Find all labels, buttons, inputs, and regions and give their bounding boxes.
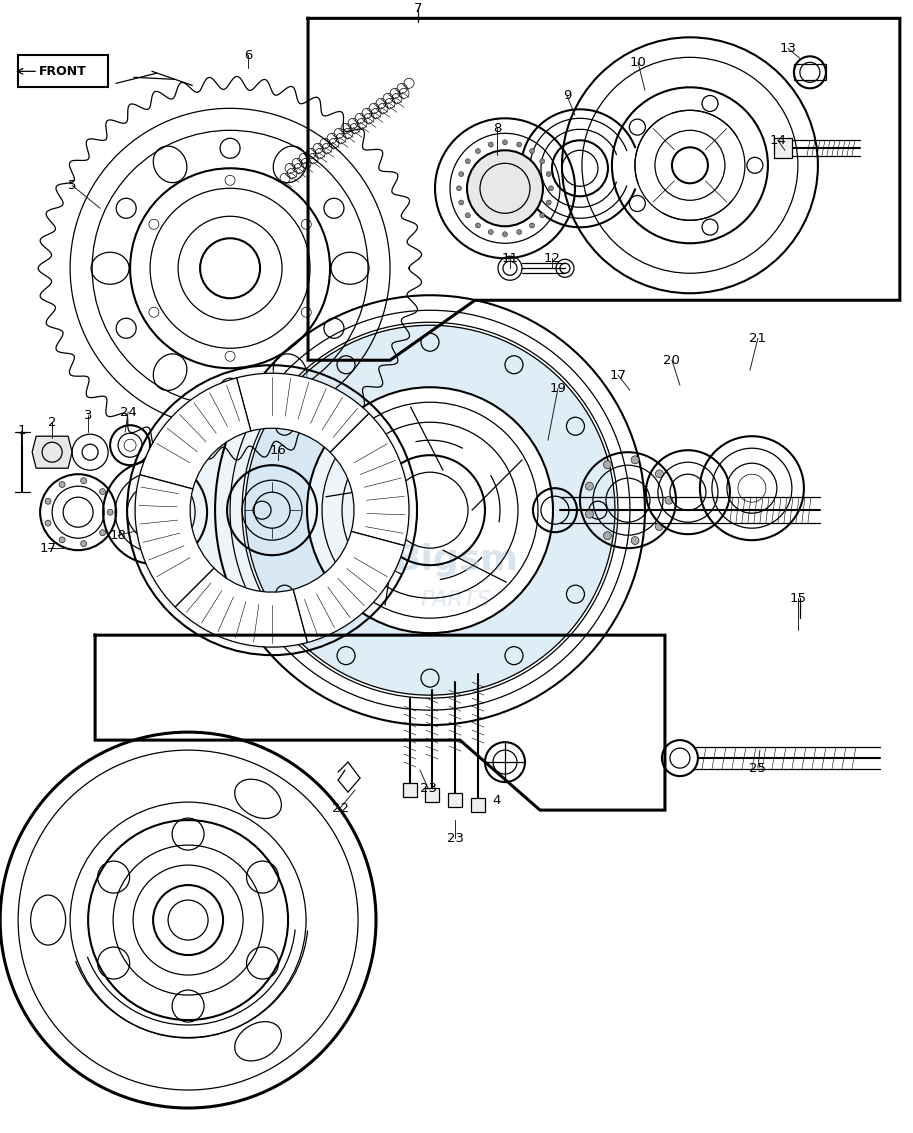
Circle shape <box>656 522 664 530</box>
Text: 23: 23 <box>419 782 436 794</box>
Bar <box>471 798 485 812</box>
Circle shape <box>59 537 65 543</box>
Circle shape <box>517 142 521 147</box>
Circle shape <box>585 483 593 491</box>
Circle shape <box>458 201 464 205</box>
Circle shape <box>603 461 612 469</box>
Bar <box>448 793 462 807</box>
Wedge shape <box>236 373 369 452</box>
Bar <box>425 789 439 802</box>
Circle shape <box>546 201 551 205</box>
Text: 20: 20 <box>664 353 680 367</box>
Circle shape <box>467 151 543 227</box>
Text: 7: 7 <box>414 2 422 15</box>
Text: 13: 13 <box>780 42 796 54</box>
Circle shape <box>530 148 534 154</box>
Circle shape <box>45 520 51 526</box>
Bar <box>774 138 792 159</box>
Text: 4: 4 <box>493 793 501 807</box>
Circle shape <box>466 213 470 218</box>
Circle shape <box>458 171 464 177</box>
Text: 8: 8 <box>493 122 501 135</box>
Text: 17: 17 <box>39 542 57 555</box>
Wedge shape <box>140 378 251 489</box>
Circle shape <box>456 186 461 190</box>
Text: 17: 17 <box>610 368 626 382</box>
Wedge shape <box>293 531 404 642</box>
Text: Bigsm: Bigsm <box>394 543 519 577</box>
Text: 3: 3 <box>84 409 92 421</box>
Circle shape <box>466 159 470 164</box>
Text: 15: 15 <box>790 591 806 605</box>
Text: 18: 18 <box>110 529 127 542</box>
Circle shape <box>476 148 480 154</box>
Text: 9: 9 <box>562 88 572 102</box>
Circle shape <box>603 531 612 539</box>
Circle shape <box>45 499 51 504</box>
Text: FRONT: FRONT <box>39 65 87 78</box>
Text: 24: 24 <box>120 406 137 419</box>
Circle shape <box>540 159 545 164</box>
Text: 14: 14 <box>770 134 786 147</box>
Circle shape <box>80 478 87 484</box>
Circle shape <box>549 186 553 190</box>
Circle shape <box>585 510 593 518</box>
Bar <box>403 783 417 798</box>
Circle shape <box>100 530 106 536</box>
Bar <box>18 56 108 87</box>
Wedge shape <box>245 325 615 696</box>
Circle shape <box>476 223 480 228</box>
Text: 23: 23 <box>446 832 464 844</box>
Text: 12: 12 <box>543 252 561 265</box>
Circle shape <box>488 230 493 235</box>
Text: 1: 1 <box>18 424 26 436</box>
Text: 6: 6 <box>244 49 252 62</box>
Text: 2: 2 <box>47 416 57 428</box>
Circle shape <box>80 540 87 547</box>
Text: 16: 16 <box>269 444 287 457</box>
Circle shape <box>662 740 698 776</box>
Text: 22: 22 <box>331 802 349 815</box>
Wedge shape <box>175 568 308 647</box>
Bar <box>794 65 826 80</box>
Wedge shape <box>330 414 409 546</box>
Circle shape <box>132 370 412 650</box>
Text: 10: 10 <box>629 56 646 69</box>
Circle shape <box>517 230 521 235</box>
Polygon shape <box>32 436 72 468</box>
Text: 19: 19 <box>550 382 566 394</box>
Circle shape <box>488 142 493 147</box>
Circle shape <box>665 496 673 504</box>
Text: 11: 11 <box>501 252 519 265</box>
Circle shape <box>502 139 508 145</box>
Circle shape <box>100 488 106 495</box>
Circle shape <box>631 537 639 545</box>
Circle shape <box>59 482 65 487</box>
Circle shape <box>656 470 664 478</box>
Wedge shape <box>135 475 214 607</box>
Circle shape <box>530 223 534 228</box>
Text: 21: 21 <box>750 332 766 344</box>
Circle shape <box>546 171 551 177</box>
Text: 25: 25 <box>750 761 766 775</box>
Circle shape <box>540 213 545 218</box>
Circle shape <box>107 509 113 516</box>
Circle shape <box>502 232 508 237</box>
Text: 5: 5 <box>68 179 77 191</box>
Text: PARTS: PARTS <box>421 590 491 611</box>
Circle shape <box>631 455 639 463</box>
